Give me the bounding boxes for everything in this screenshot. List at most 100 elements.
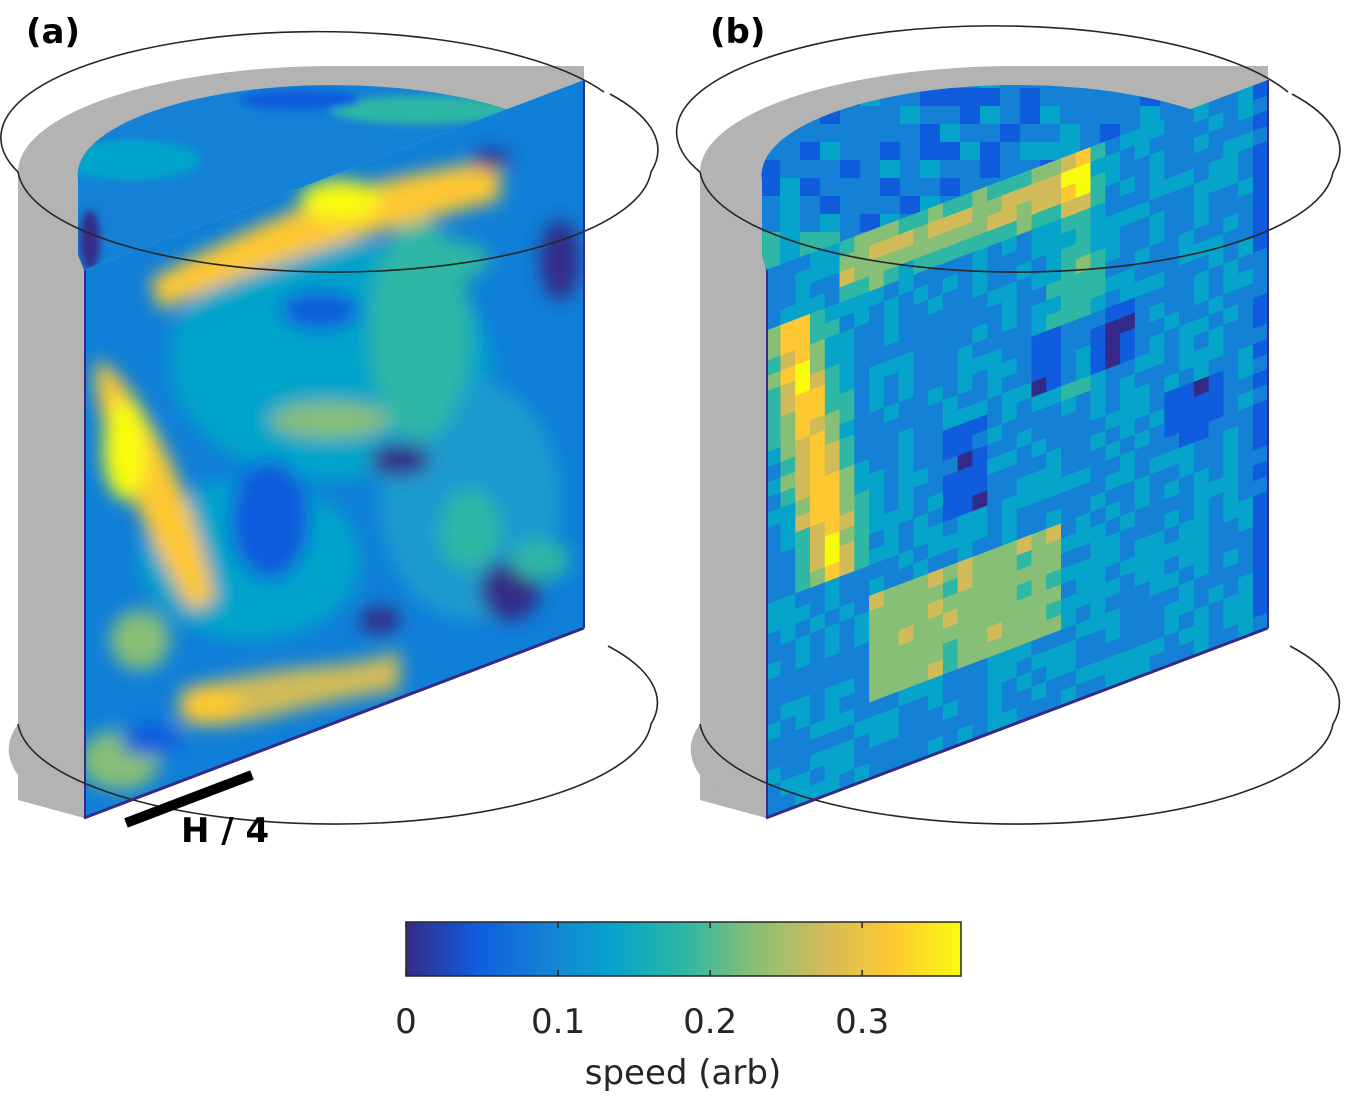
field-cell xyxy=(1252,490,1268,513)
field-cell xyxy=(1252,536,1268,558)
cylinder-wall-left-b xyxy=(690,172,766,818)
field-cell xyxy=(1080,88,1101,107)
panel-a: H / 4 (a) xyxy=(0,12,659,851)
field-cell xyxy=(1252,94,1268,117)
bottom-rim-a xyxy=(17,645,659,825)
field-cell xyxy=(980,88,1001,107)
field-cell xyxy=(780,214,801,233)
field-cell xyxy=(800,178,821,197)
field-cell xyxy=(1020,106,1041,125)
scale-bar-label: H / 4 xyxy=(181,811,269,851)
colorbar-gradient xyxy=(405,921,962,977)
field-cell xyxy=(940,142,961,161)
field-cell xyxy=(1252,368,1268,391)
panel-b: (b) xyxy=(675,12,1341,825)
field-cell xyxy=(1252,155,1268,178)
cylinder-wall-left-a xyxy=(8,172,84,818)
field-cell xyxy=(1020,88,1041,107)
field-cell xyxy=(820,142,841,161)
field-cell xyxy=(980,124,1001,143)
field-cell xyxy=(920,106,941,125)
panel-label-b: (b) xyxy=(710,12,765,52)
field-cell xyxy=(1000,142,1021,161)
field-cell xyxy=(840,160,861,179)
field-cell xyxy=(1252,505,1268,528)
field-cell xyxy=(860,106,881,125)
field-cell xyxy=(820,160,841,179)
plane-pixels-b xyxy=(766,80,1268,818)
field-cell xyxy=(900,124,921,143)
field-cell xyxy=(840,196,861,215)
field-cell xyxy=(880,178,901,197)
field-cell xyxy=(1252,429,1268,452)
top-rim-back-b xyxy=(675,25,1289,173)
field-cell xyxy=(1000,106,1021,125)
colorbar-tick-label: 0.1 xyxy=(531,1002,585,1042)
field-cell xyxy=(1060,124,1081,143)
field-cell xyxy=(900,160,921,179)
field-cell xyxy=(1000,124,1021,143)
field-cell xyxy=(880,196,901,215)
field-cell xyxy=(940,106,961,125)
field-cell xyxy=(1020,124,1041,143)
field-cell xyxy=(880,142,901,161)
field-cell xyxy=(920,142,941,161)
field-cell xyxy=(761,80,781,89)
field-cell xyxy=(840,106,861,125)
field-cell xyxy=(940,160,961,179)
field-cell xyxy=(920,124,941,143)
field-cell xyxy=(1020,142,1041,161)
field-cell xyxy=(1252,414,1268,437)
field-cell xyxy=(940,124,961,143)
field-cell xyxy=(940,178,961,197)
field-cell xyxy=(761,250,781,269)
field-cell xyxy=(780,80,801,89)
field-cell xyxy=(1080,124,1101,143)
field-cell xyxy=(1252,277,1268,300)
field-cell xyxy=(900,178,921,197)
panel-label-a: (a) xyxy=(26,12,80,52)
field-cell xyxy=(920,178,941,197)
field-cell xyxy=(761,196,781,215)
field-cell xyxy=(1252,231,1268,254)
speed-field-b xyxy=(766,80,1268,818)
field-cell xyxy=(1252,186,1268,208)
field-cell xyxy=(980,106,1001,125)
field-cell xyxy=(860,124,881,143)
field-cell xyxy=(800,124,821,143)
field-cell xyxy=(960,88,981,107)
field-cell xyxy=(1252,597,1268,619)
field-cell xyxy=(960,124,981,143)
field-cell xyxy=(1080,106,1101,125)
field-cell xyxy=(800,142,821,161)
top-rim-back-a xyxy=(0,30,605,173)
field-cell xyxy=(1000,160,1021,179)
field-cell xyxy=(880,160,901,179)
field-cell xyxy=(1252,444,1268,467)
field-cell xyxy=(1000,88,1021,107)
field-cell xyxy=(840,142,861,161)
field-cell xyxy=(800,196,821,215)
field-cell xyxy=(800,214,821,233)
field-cell xyxy=(1040,88,1061,107)
colorbar-tick-label: 0.3 xyxy=(835,1002,889,1042)
field-cell xyxy=(860,178,881,197)
field-cell xyxy=(1252,520,1268,543)
field-cell xyxy=(1040,124,1061,143)
field-cell xyxy=(780,232,801,251)
field-cell xyxy=(1252,460,1268,482)
field-cell xyxy=(860,160,881,179)
field-cell xyxy=(1252,353,1268,376)
field-cell xyxy=(1252,292,1268,315)
field-cell xyxy=(860,142,881,161)
field-cell xyxy=(880,106,901,125)
field-cell xyxy=(900,196,921,215)
field-cell xyxy=(761,232,781,251)
top-rim-front-b xyxy=(699,93,1341,273)
field-cell xyxy=(940,88,961,107)
field-cell xyxy=(1040,142,1061,161)
field-cell xyxy=(840,124,861,143)
field-cell xyxy=(840,178,861,197)
field-cell xyxy=(1252,170,1268,193)
